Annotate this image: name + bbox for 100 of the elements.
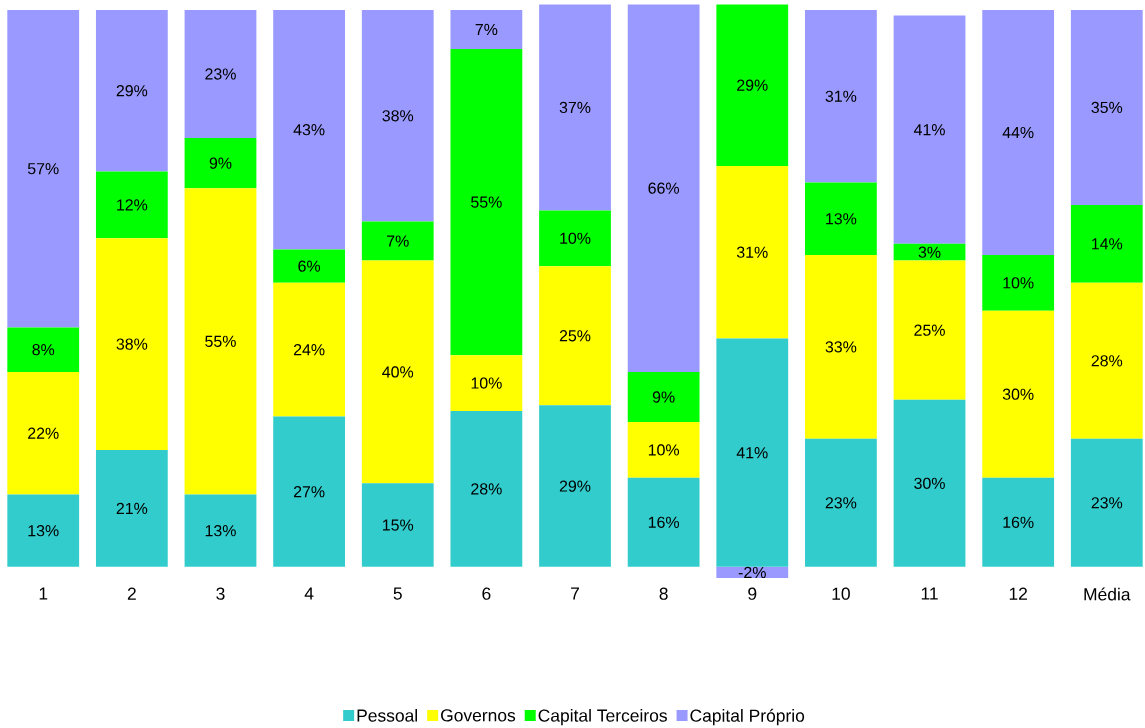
bar [450,9,523,49]
bar [450,48,523,356]
data-label: 24% [293,344,325,356]
data-label: 41% [736,447,768,459]
bar [95,9,168,172]
legend-label: Pessoal [357,708,417,722]
bar [1070,282,1143,439]
bar [982,9,1055,255]
bar [539,405,611,567]
x-tick-label: 7 [571,587,579,600]
data-label: 55% [205,335,236,347]
bar [805,9,877,183]
data-label: 25% [559,330,591,342]
data-label: 41% [913,124,945,136]
bar [273,282,346,417]
bar [716,4,789,166]
bar [7,371,80,495]
x-tick-label: Média [1084,587,1131,601]
bar [627,477,700,567]
data-label: 38% [382,110,414,122]
data-label: 40% [382,366,414,378]
bar [893,243,966,261]
bar [273,9,346,250]
bar [95,238,168,450]
data-label: 37% [559,101,591,114]
bar [627,422,700,478]
data-label: 9% [209,157,232,169]
bar [450,355,523,411]
data-label: 57% [27,163,59,175]
data-label: 44% [1002,126,1034,139]
data-label: 25% [914,324,945,336]
x-tick-label: 3 [216,587,225,600]
data-label: 23% [1091,497,1123,509]
data-label: 22% [28,427,59,439]
data-label: 13% [205,525,236,537]
data-label: 10% [471,377,502,389]
data-label: 7% [475,23,498,36]
bar [361,221,434,261]
bar [982,255,1055,311]
data-label: 23% [825,497,857,509]
data-label: 8% [32,344,55,356]
data-label: -2% [738,566,766,579]
data-label: 13% [28,525,59,537]
bar [893,399,966,567]
legend-label: Capital Terceiros [538,708,667,726]
data-label: 10% [1003,277,1034,289]
bar [893,260,966,400]
x-tick-label: 1 [39,587,48,600]
data-label: 29% [116,85,148,97]
bar [627,4,700,372]
bar [95,171,168,239]
bar [716,338,789,567]
bar [95,449,168,567]
bar [184,494,257,567]
legend-label: Capital Próprio [690,708,805,726]
bar [893,15,966,244]
data-label: 31% [825,90,857,102]
bar [361,483,434,567]
x-tick-label: 10 [832,587,850,600]
data-label: 29% [559,480,591,492]
data-label: 16% [648,516,680,528]
bar [982,310,1055,478]
bar [716,165,789,339]
bar [539,4,611,211]
data-label: 31% [736,246,768,258]
data-label: 27% [293,486,325,498]
bar [450,410,523,567]
x-tick-label: 6 [482,587,491,600]
x-tick-label: 2 [127,587,136,600]
data-label: 35% [1091,101,1123,114]
data-label: 14% [1092,238,1123,250]
bar [982,477,1055,567]
bar [539,266,611,406]
data-label: 30% [914,477,945,489]
bar [805,182,877,255]
bar [539,210,611,267]
bar [805,438,877,567]
data-label: 15% [383,519,414,531]
x-tick-label: 11 [921,587,938,600]
data-label: 30% [1002,388,1034,400]
data-label: 21% [116,502,148,514]
bar [805,255,877,439]
data-label: 10% [648,444,680,456]
data-label: 29% [737,79,768,91]
data-label: 66% [648,182,680,194]
data-label: 33% [825,341,857,353]
bar [7,9,80,328]
legend-label: Governos [441,709,516,722]
data-label: 38% [116,338,148,350]
bar [627,371,700,423]
data-label: 23% [205,68,236,80]
bar [273,249,346,283]
data-label: 12% [117,199,148,211]
data-label: 43% [293,124,325,136]
data-label: 7% [387,235,409,247]
data-label: 16% [1003,516,1034,528]
bar [1070,9,1143,205]
bar [7,327,80,372]
bar [361,260,434,484]
bar [273,416,346,567]
